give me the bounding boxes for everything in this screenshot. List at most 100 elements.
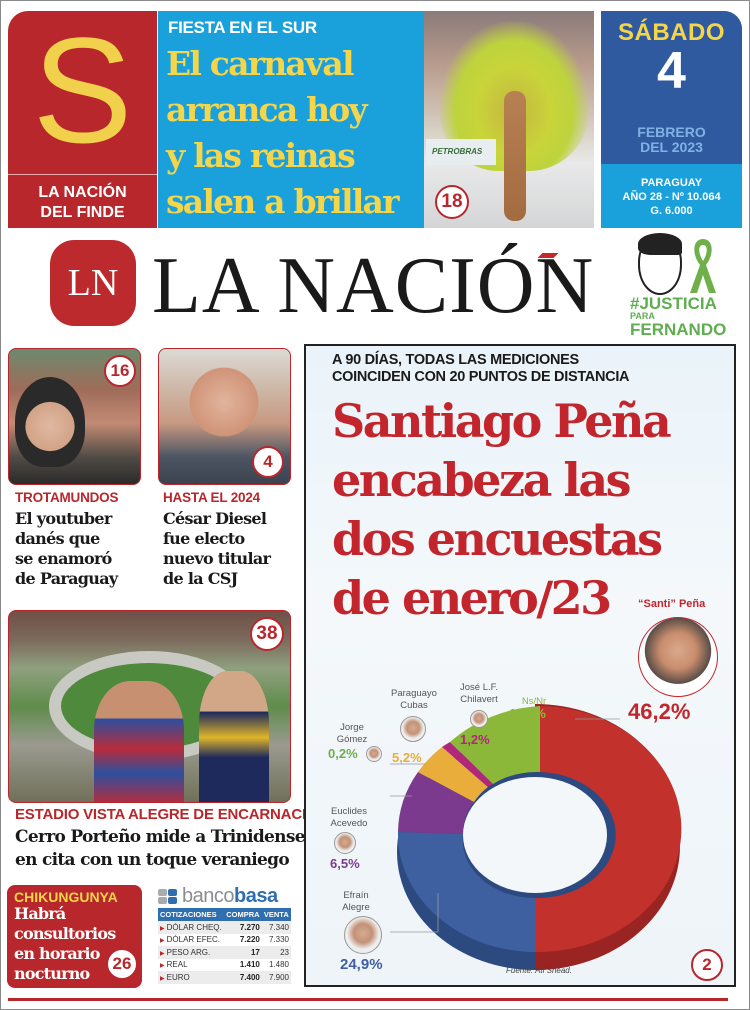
gomez-portrait <box>366 746 382 762</box>
headline-line: dos encuestas <box>332 512 663 566</box>
candidate-pct: 24,9% <box>340 956 383 973</box>
finde-logo-letter: S <box>32 11 133 174</box>
chart-slice-acevedo <box>398 772 474 834</box>
bank-name-part2: basa <box>234 885 278 907</box>
headline-line: de la CSJ <box>163 569 238 588</box>
story-headline[interactable]: Cerro Porteño mide a Trinidense en cita … <box>15 826 306 872</box>
chikungunya-teaser[interactable]: CHIKUNGUNYA Habrá consultorios en horari… <box>7 885 142 988</box>
poll-headline[interactable]: Santiago Peña encabeza las dos encuestas… <box>332 392 672 628</box>
kicker-line: A 90 DÍAS, TODAS LAS MEDICIONES <box>332 352 579 368</box>
currency-cell: ▶ REAL <box>158 959 224 972</box>
candidate-name: Paraguayo Cubas <box>384 688 444 712</box>
page-badge[interactable]: 38 <box>250 617 284 651</box>
finde-logo-box[interactable]: S LA NACIÓN DEL FINDE <box>8 11 157 228</box>
name-line: Gómez <box>336 734 368 745</box>
campaign-line3: FERNANDO <box>630 320 727 339</box>
candidate-pct: 6,5% <box>330 856 360 871</box>
headline-line: se enamoró <box>15 549 112 568</box>
currency: DÓLAR CHEQ. <box>166 922 222 932</box>
triangle-bullet-icon: ▶ <box>160 963 165 970</box>
bank-logo-icon <box>158 889 178 905</box>
candidate-pct: 5,2% <box>392 750 422 765</box>
story-headline[interactable]: César Diesel fue electo nuevo titular de… <box>163 509 271 589</box>
person-image <box>184 357 264 457</box>
carnaval-headline[interactable]: El carnaval arranca hoy y las reinas sal… <box>166 41 399 225</box>
currency-cell: ▶ PESO ARG. <box>158 946 225 959</box>
diesel-photo[interactable]: 4 <box>158 348 291 485</box>
headline-line: en horario <box>14 944 100 963</box>
sell-rate: 7.900 <box>261 971 291 984</box>
chik-kicker: CHIKUNGUNYA <box>14 889 118 905</box>
table-row: ▶ REAL 1.410 1.480 <box>158 959 291 972</box>
chart-slice-chilavert <box>442 742 493 787</box>
buy-rate: 7.400 <box>224 971 262 984</box>
headline-line: fue electo <box>163 529 245 548</box>
headline-line: nuevo titular <box>163 549 271 568</box>
candidate-pct: 15,8% <box>509 706 546 721</box>
name-line: Cubas <box>400 700 428 711</box>
currency-cell: ▶ EURO <box>158 971 225 984</box>
candidate-name: “Santi” Peña <box>638 598 706 610</box>
name-line: Euclides <box>331 806 367 817</box>
candidate-pct: 1,2% <box>460 732 490 747</box>
headline-line: Cerro Porteño mide a Trinidense <box>15 827 306 847</box>
page-badge[interactable]: 16 <box>104 355 136 387</box>
page-badge[interactable]: 4 <box>252 446 284 478</box>
headline-line: Santiago Peña <box>332 394 672 448</box>
candidate-name: Euclides Acevedo <box>324 806 374 830</box>
col-header: VENTA <box>261 908 291 921</box>
bottom-rule <box>8 998 728 1001</box>
stadium-photo[interactable]: 38 <box>8 610 291 803</box>
triangle-bullet-icon: ▶ <box>160 975 165 982</box>
ln-logo-icon[interactable]: LN <box>50 240 136 326</box>
month-year: FEBRERO DEL 2023 <box>601 125 742 155</box>
day-number: 4 <box>657 42 686 100</box>
name-line: Paraguayo <box>391 688 437 699</box>
name-line: Alegre <box>342 902 370 913</box>
person-image <box>15 377 85 467</box>
trinidense-player-image <box>199 671 269 802</box>
country: PARAGUAY <box>640 177 703 189</box>
kicker-line: COINCIDEN CON 20 PUNTOS DE DISTANCIA <box>332 369 630 385</box>
poll-donut-chart <box>390 704 682 970</box>
story-headline[interactable]: El youtuber danés que se enamoró de Para… <box>15 509 118 589</box>
sell-rate: 7.330 <box>268 935 289 945</box>
year: DEL 2023 <box>640 139 703 155</box>
buy-rate: 7.270 <box>224 921 262 934</box>
cerro-player-image <box>94 681 184 802</box>
currency: EURO <box>166 972 190 982</box>
headline-line: salen a brillar <box>166 182 399 221</box>
youtuber-photo[interactable]: 16 <box>8 348 141 485</box>
page-badge[interactable]: 18 <box>435 185 469 219</box>
poll-lead-story[interactable]: A 90 DÍAS, TODAS LAS MEDICIONES COINCIDE… <box>304 344 736 987</box>
acevedo-portrait <box>334 832 356 854</box>
table-row: ▶ DÓLAR CHEQ. 7.270 7.340 <box>158 921 291 934</box>
sell-rate: 23 <box>261 946 291 959</box>
carnaval-kicker: FIESTA EN EL SUR <box>168 18 317 37</box>
chart-slice-cubas <box>418 747 488 802</box>
candidate-name: Efraín Alegre <box>336 890 376 914</box>
newspaper-name[interactable]: LA NACIÓN <box>152 242 595 330</box>
poll-kicker: A 90 DÍAS, TODAS LAS MEDICIONES COINCIDE… <box>332 352 630 386</box>
buy-rate: 1.410 <box>239 960 260 970</box>
candidate-pct: 0,2% <box>328 746 358 761</box>
carnaval-photo[interactable]: PETROBRAS 18 <box>424 11 594 228</box>
page-badge[interactable]: 26 <box>106 948 138 980</box>
finde-label-line1: LA NACIÓN <box>38 184 127 201</box>
finde-label-line2: DEL FINDE <box>40 204 125 221</box>
justice-campaign[interactable]: #JUSTICIA PARA FERNANDO <box>630 233 730 339</box>
campaign-text: #JUSTICIA PARA FERNANDO <box>630 295 730 338</box>
headline-line: consultorios <box>14 924 116 943</box>
weekday: SÁBADO <box>617 19 725 46</box>
table-row: ▶ EURO 7.400 7.900 <box>158 971 291 984</box>
name-line: Jorge <box>340 722 364 733</box>
currency: REAL <box>166 960 188 970</box>
green-ribbon-icon <box>690 239 716 293</box>
candidate-name: Jorge Gómez <box>332 722 372 746</box>
edition-info: PARAGUAY AÑO 28 - Nº 10.064 G. 6.000 <box>601 176 742 218</box>
headline-line: arranca hoy <box>166 90 368 129</box>
buy-rate: 17 <box>224 946 262 959</box>
carnaval-teaser[interactable]: FIESTA EN EL SUR El carnaval arranca hoy… <box>158 11 424 228</box>
page-badge[interactable]: 2 <box>691 949 723 981</box>
candidate-name: Ns/Nr <box>521 696 547 707</box>
